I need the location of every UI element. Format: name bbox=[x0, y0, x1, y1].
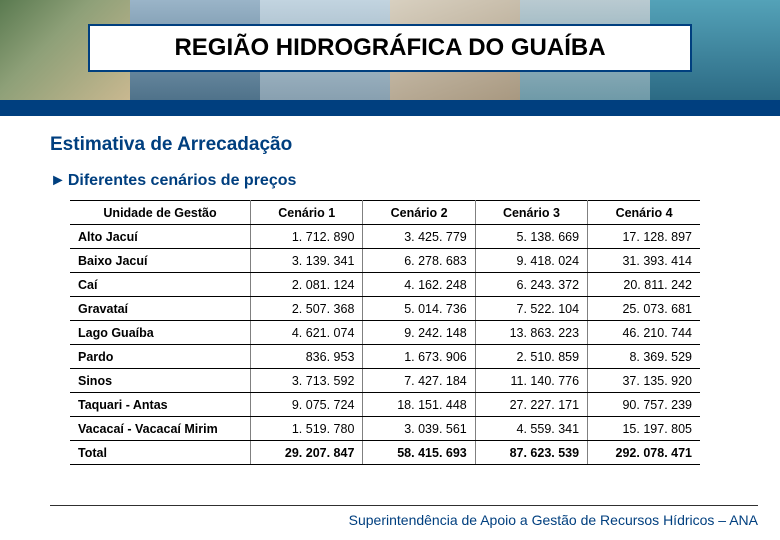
table-row: Taquari - Antas9. 075. 72418. 151. 44827… bbox=[70, 393, 700, 417]
scenarios-heading: ►Diferentes cenários de preços bbox=[50, 172, 730, 190]
cell-value: 18. 151. 448 bbox=[363, 393, 475, 417]
table-header-row: Unidade de Gestão Cenário 1 Cenário 2 Ce… bbox=[70, 201, 700, 225]
cell-value: 9. 075. 724 bbox=[251, 393, 363, 417]
cell-value: 13. 863. 223 bbox=[475, 321, 587, 345]
cell-value: 2. 507. 368 bbox=[251, 297, 363, 321]
table-row-total: Total29. 207. 84758. 415. 69387. 623. 53… bbox=[70, 441, 700, 465]
cell-unit: Caí bbox=[70, 273, 251, 297]
cell-value: 5. 138. 669 bbox=[475, 225, 587, 249]
cell-unit: Alto Jacuí bbox=[70, 225, 251, 249]
cell-unit: Lago Guaíba bbox=[70, 321, 251, 345]
cell-value-total: 87. 623. 539 bbox=[475, 441, 587, 465]
subtitle: Estimativa de Arrecadação bbox=[50, 134, 730, 156]
footer-text: Superintendência de Apoio a Gestão de Re… bbox=[349, 512, 758, 528]
col-header-unit: Unidade de Gestão bbox=[70, 201, 251, 225]
page-title: REGIÃO HIDROGRÁFICA DO GUAÍBA bbox=[174, 34, 605, 62]
cell-value: 3. 039. 561 bbox=[363, 417, 475, 441]
table-row: Lago Guaíba4. 621. 0749. 242. 14813. 863… bbox=[70, 321, 700, 345]
cell-value: 31. 393. 414 bbox=[588, 249, 700, 273]
cell-value: 37. 135. 920 bbox=[588, 369, 700, 393]
cell-value: 7. 427. 184 bbox=[363, 369, 475, 393]
cell-value: 4. 621. 074 bbox=[251, 321, 363, 345]
cell-value: 6. 278. 683 bbox=[363, 249, 475, 273]
cell-value: 46. 210. 744 bbox=[588, 321, 700, 345]
cell-unit-total: Total bbox=[70, 441, 251, 465]
col-header-c2: Cenário 2 bbox=[363, 201, 475, 225]
cell-value: 17. 128. 897 bbox=[588, 225, 700, 249]
cell-value: 2. 510. 859 bbox=[475, 345, 587, 369]
title-box: REGIÃO HIDROGRÁFICA DO GUAÍBA bbox=[88, 24, 692, 72]
cell-unit: Taquari - Antas bbox=[70, 393, 251, 417]
arrow-right-icon: ► bbox=[50, 172, 66, 190]
cell-value: 2. 081. 124 bbox=[251, 273, 363, 297]
cell-unit: Baixo Jacuí bbox=[70, 249, 251, 273]
cell-value: 1. 712. 890 bbox=[251, 225, 363, 249]
content-area: Estimativa de Arrecadação ►Diferentes ce… bbox=[0, 116, 780, 465]
col-header-c4: Cenário 4 bbox=[588, 201, 700, 225]
scenarios-label: Diferentes cenários de preços bbox=[68, 172, 297, 189]
cell-value: 9. 242. 148 bbox=[363, 321, 475, 345]
table-row: Sinos3. 713. 5927. 427. 18411. 140. 7763… bbox=[70, 369, 700, 393]
cell-value: 3. 713. 592 bbox=[251, 369, 363, 393]
cell-value: 25. 073. 681 bbox=[588, 297, 700, 321]
cell-value: 90. 757. 239 bbox=[588, 393, 700, 417]
cell-value-total: 292. 078. 471 bbox=[588, 441, 700, 465]
cell-value: 20. 811. 242 bbox=[588, 273, 700, 297]
cell-value: 15. 197. 805 bbox=[588, 417, 700, 441]
cell-value: 1. 519. 780 bbox=[251, 417, 363, 441]
cell-value: 5. 014. 736 bbox=[363, 297, 475, 321]
scenarios-table: Unidade de Gestão Cenário 1 Cenário 2 Ce… bbox=[70, 200, 700, 465]
cell-value: 7. 522. 104 bbox=[475, 297, 587, 321]
cell-value: 4. 162. 248 bbox=[363, 273, 475, 297]
cell-unit: Sinos bbox=[70, 369, 251, 393]
cell-value-total: 58. 415. 693 bbox=[363, 441, 475, 465]
header-banner: REGIÃO HIDROGRÁFICA DO GUAÍBA bbox=[0, 0, 780, 100]
col-header-c1: Cenário 1 bbox=[251, 201, 363, 225]
cell-value: 3. 425. 779 bbox=[363, 225, 475, 249]
cell-value: 836. 953 bbox=[251, 345, 363, 369]
cell-value: 4. 559. 341 bbox=[475, 417, 587, 441]
cell-value-total: 29. 207. 847 bbox=[251, 441, 363, 465]
header-bar bbox=[0, 100, 780, 116]
cell-value: 9. 418. 024 bbox=[475, 249, 587, 273]
cell-unit: Pardo bbox=[70, 345, 251, 369]
cell-value: 6. 243. 372 bbox=[475, 273, 587, 297]
cell-value: 1. 673. 906 bbox=[363, 345, 475, 369]
cell-unit: Vacacaí - Vacacaí Mirim bbox=[70, 417, 251, 441]
col-header-c3: Cenário 3 bbox=[475, 201, 587, 225]
table-row: Alto Jacuí1. 712. 8903. 425. 7795. 138. … bbox=[70, 225, 700, 249]
table-row: Vacacaí - Vacacaí Mirim1. 519. 7803. 039… bbox=[70, 417, 700, 441]
table-row: Baixo Jacuí3. 139. 3416. 278. 6839. 418.… bbox=[70, 249, 700, 273]
cell-value: 3. 139. 341 bbox=[251, 249, 363, 273]
table-row: Pardo836. 9531. 673. 9062. 510. 8598. 36… bbox=[70, 345, 700, 369]
table-row: Gravataí2. 507. 3685. 014. 7367. 522. 10… bbox=[70, 297, 700, 321]
footer-rule bbox=[50, 505, 758, 506]
cell-value: 11. 140. 776 bbox=[475, 369, 587, 393]
cell-value: 8. 369. 529 bbox=[588, 345, 700, 369]
cell-unit: Gravataí bbox=[70, 297, 251, 321]
table-row: Caí2. 081. 1244. 162. 2486. 243. 37220. … bbox=[70, 273, 700, 297]
cell-value: 27. 227. 171 bbox=[475, 393, 587, 417]
